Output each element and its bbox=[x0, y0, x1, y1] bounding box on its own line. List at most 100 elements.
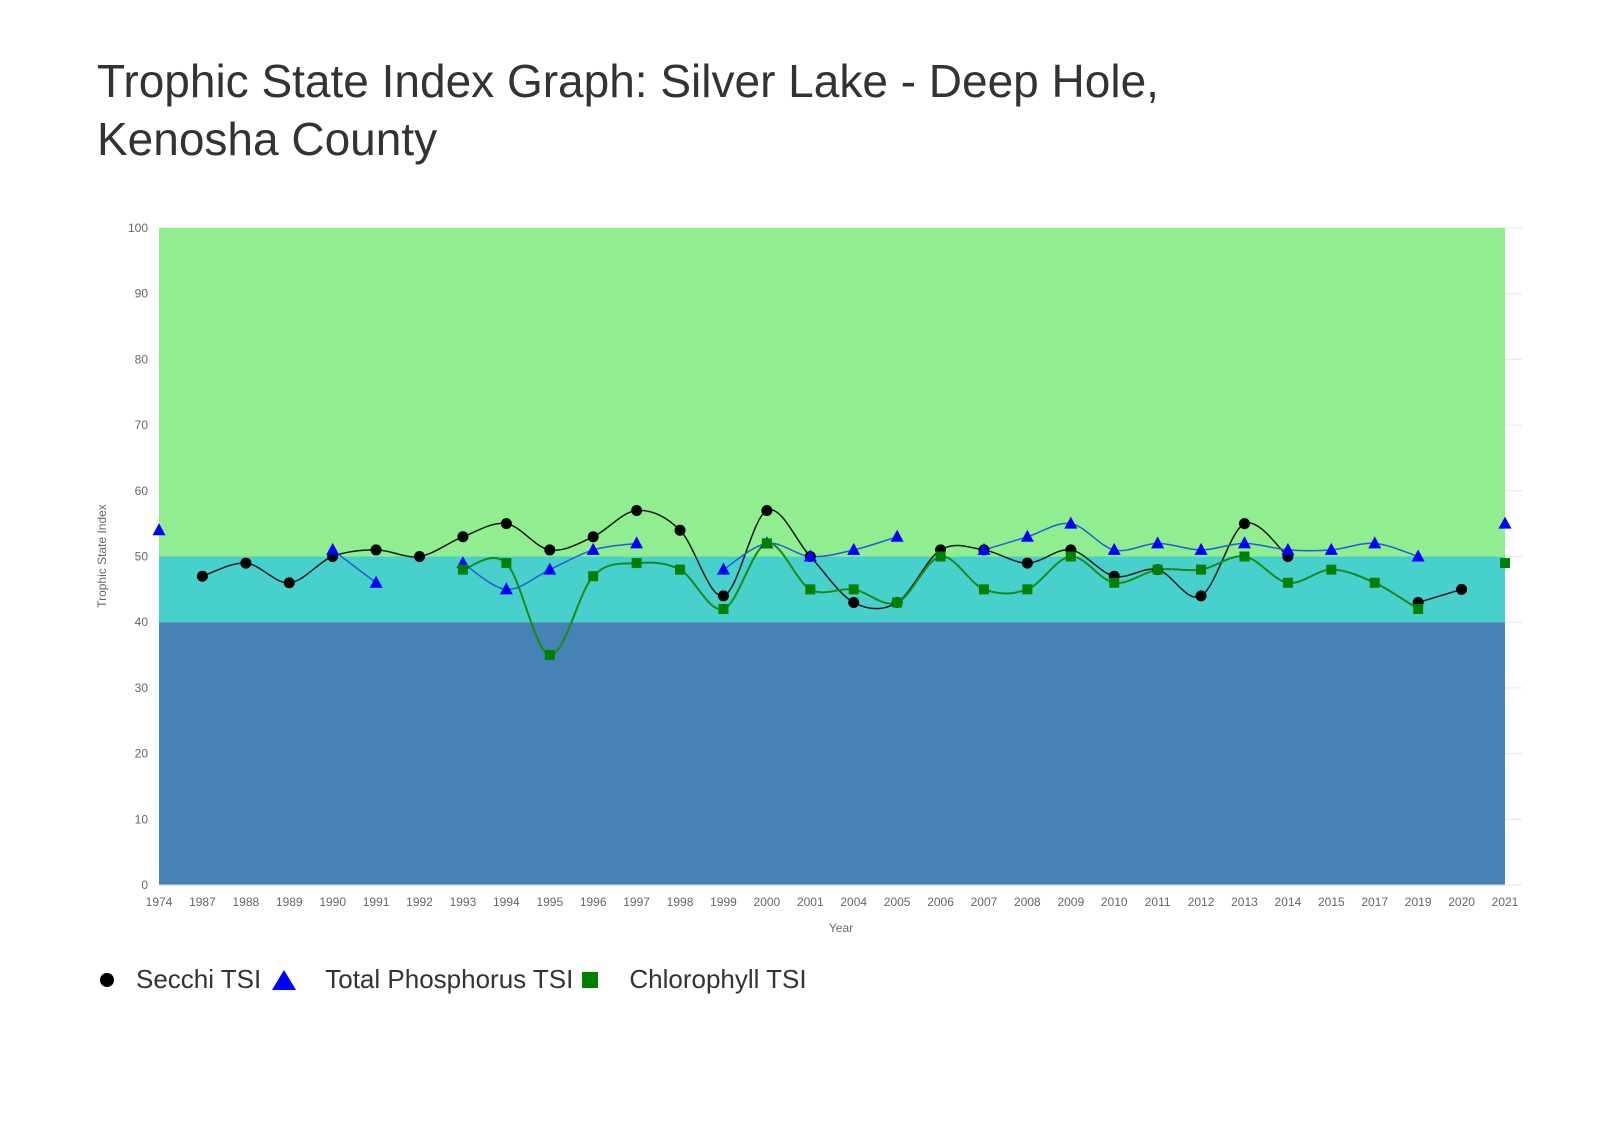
phosphorus-point bbox=[499, 582, 513, 595]
x-tick-label: 1998 bbox=[667, 895, 694, 909]
y-axis-label: Trophic State Index bbox=[95, 504, 109, 608]
chart-title: Trophic State Index Graph: Silver Lake -… bbox=[97, 55, 1159, 165]
x-tick-label: 2010 bbox=[1101, 895, 1128, 909]
x-tick-label: 1994 bbox=[493, 895, 520, 909]
band bbox=[159, 622, 1505, 885]
secchi-point bbox=[1456, 583, 1468, 595]
secchi-point bbox=[544, 544, 556, 556]
x-tick-label: 1993 bbox=[450, 895, 477, 909]
x-tick-label: 2014 bbox=[1275, 895, 1302, 909]
secchi-point bbox=[631, 505, 643, 517]
x-tick-label: 2007 bbox=[971, 895, 998, 909]
secchi-point bbox=[1021, 557, 1033, 569]
x-axis-label: Year bbox=[829, 921, 853, 935]
chlorophyll-point bbox=[1326, 564, 1337, 575]
chlorophyll-point bbox=[1022, 584, 1033, 595]
x-tick-label: 2008 bbox=[1014, 895, 1041, 909]
x-tick-label: 1974 bbox=[146, 895, 173, 909]
x-tick-label: 2011 bbox=[1145, 895, 1171, 909]
chlorophyll-point bbox=[761, 538, 772, 549]
legend-label: Total Phosphorus TSI bbox=[325, 964, 574, 994]
secchi-point bbox=[196, 570, 208, 582]
chlorophyll-point bbox=[1065, 551, 1076, 562]
y-tick-label: 50 bbox=[135, 550, 149, 564]
band bbox=[159, 228, 1505, 557]
phosphorus-point bbox=[152, 523, 166, 536]
x-tick-label: 2012 bbox=[1188, 895, 1215, 909]
x-tick-label: 1990 bbox=[319, 895, 346, 909]
chlorophyll-point bbox=[1369, 577, 1380, 588]
phosphorus-point bbox=[716, 562, 730, 575]
y-tick-label: 90 bbox=[135, 287, 149, 301]
chlorophyll-point bbox=[805, 584, 816, 595]
x-tick-label: 1991 bbox=[363, 895, 390, 909]
x-tick-label: 2009 bbox=[1057, 895, 1084, 909]
legend-label: Chlorophyll TSI bbox=[629, 964, 807, 994]
y-tick-label: 70 bbox=[135, 418, 149, 432]
y-tick-label: 40 bbox=[135, 615, 149, 629]
x-tick-label: 1997 bbox=[623, 895, 650, 909]
chlorophyll-point bbox=[1239, 551, 1250, 562]
phosphorus-point bbox=[1020, 529, 1034, 542]
phosphorus-point bbox=[890, 529, 904, 542]
chlorophyll-point bbox=[675, 564, 686, 575]
legend-label: Secchi TSI bbox=[136, 964, 262, 994]
secchi-point bbox=[848, 596, 860, 608]
chlorophyll-point bbox=[457, 564, 468, 575]
phosphorus-point bbox=[1064, 516, 1078, 529]
secchi-point bbox=[457, 531, 469, 543]
x-tick-label: 2017 bbox=[1361, 895, 1388, 909]
legend-item-total-phosphorus[interactable]: Total Phosphorus TSI bbox=[267, 964, 573, 995]
phosphorus-point bbox=[1411, 549, 1425, 562]
phosphorus-point bbox=[543, 562, 557, 575]
phosphorus-point bbox=[1324, 542, 1338, 555]
chlorophyll-point bbox=[978, 584, 989, 595]
x-tick-label: 1992 bbox=[406, 895, 433, 909]
y-tick-label: 30 bbox=[135, 681, 149, 695]
legend-item-chlorophyll[interactable]: Chlorophyll TSI bbox=[579, 964, 807, 995]
secchi-point bbox=[674, 524, 686, 536]
chlorophyll-point bbox=[1109, 577, 1120, 588]
chlorophyll-point bbox=[544, 650, 555, 661]
x-tick-label: 1999 bbox=[710, 895, 737, 909]
chlorophyll-point bbox=[848, 584, 859, 595]
square-marker-icon bbox=[582, 971, 599, 988]
x-tick-label: 2021 bbox=[1492, 895, 1519, 909]
x-tick-label: 1996 bbox=[580, 895, 607, 909]
phosphorus-point bbox=[1237, 536, 1251, 549]
phosphorus-point bbox=[1107, 542, 1121, 555]
phosphorus-point bbox=[1498, 516, 1512, 529]
band bbox=[159, 556, 1505, 623]
phosphorus-point bbox=[369, 575, 383, 588]
x-tick-label: 2019 bbox=[1405, 895, 1432, 909]
y-tick-label: 10 bbox=[135, 812, 149, 826]
y-tick-label: 60 bbox=[135, 484, 149, 498]
chlorophyll-point bbox=[588, 571, 599, 582]
x-tick-label: 2000 bbox=[754, 895, 781, 909]
phosphorus-point bbox=[977, 542, 991, 555]
x-tick-label: 2004 bbox=[840, 895, 867, 909]
y-tick-label: 80 bbox=[135, 352, 149, 366]
x-tick-label: 1989 bbox=[276, 895, 303, 909]
phosphorus-point bbox=[1281, 542, 1295, 555]
x-tick-label: 1987 bbox=[189, 895, 216, 909]
secchi-point bbox=[1195, 590, 1207, 602]
chlorophyll-point bbox=[935, 551, 946, 562]
chlorophyll-point bbox=[1196, 564, 1207, 575]
chlorophyll-point bbox=[1282, 577, 1293, 588]
x-tick-label: 2015 bbox=[1318, 895, 1345, 909]
chlorophyll-point bbox=[718, 604, 729, 615]
secchi-point bbox=[761, 505, 773, 517]
secchi-point bbox=[587, 531, 599, 543]
chlorophyll-point bbox=[631, 558, 642, 569]
x-tick-label: 2013 bbox=[1231, 895, 1258, 909]
legend-item-secchi[interactable]: Secchi TSI bbox=[96, 964, 261, 995]
y-tick-label: 20 bbox=[135, 747, 149, 761]
phosphorus-point bbox=[803, 549, 817, 562]
phosphorus-point bbox=[586, 542, 600, 555]
y-tick-label: 100 bbox=[128, 221, 148, 235]
chlorophyll-point bbox=[1500, 558, 1510, 569]
phosphorus-point bbox=[1368, 536, 1382, 549]
